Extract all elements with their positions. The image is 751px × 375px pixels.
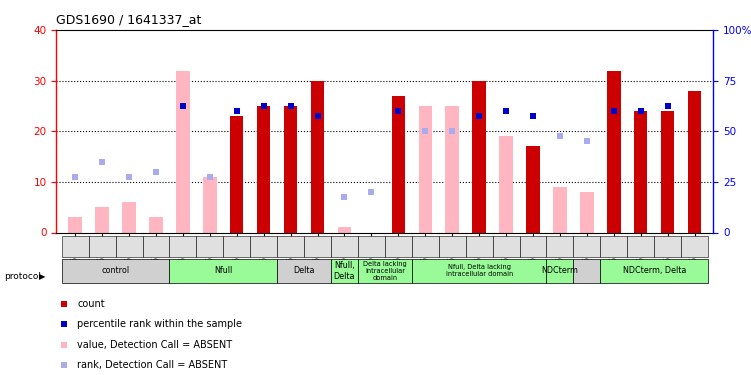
FancyBboxPatch shape	[89, 236, 116, 257]
FancyBboxPatch shape	[600, 236, 627, 257]
FancyBboxPatch shape	[493, 236, 520, 257]
Bar	[526, 147, 540, 232]
Text: control: control	[101, 266, 130, 275]
FancyBboxPatch shape	[574, 236, 600, 257]
Bar	[607, 70, 620, 232]
FancyBboxPatch shape	[439, 236, 466, 257]
FancyBboxPatch shape	[412, 236, 439, 257]
Bar	[499, 136, 513, 232]
FancyBboxPatch shape	[358, 236, 385, 257]
Text: protocol: protocol	[4, 272, 41, 280]
Bar	[580, 192, 593, 232]
FancyBboxPatch shape	[520, 236, 547, 257]
FancyBboxPatch shape	[358, 259, 412, 283]
FancyBboxPatch shape	[196, 236, 223, 257]
FancyBboxPatch shape	[170, 259, 277, 283]
Bar	[445, 106, 459, 232]
FancyBboxPatch shape	[62, 259, 170, 283]
Bar	[688, 91, 701, 232]
Text: ▶: ▶	[39, 272, 46, 280]
Text: count: count	[77, 298, 105, 309]
FancyBboxPatch shape	[62, 236, 89, 257]
Bar	[257, 106, 270, 232]
Text: rank, Detection Call = ABSENT: rank, Detection Call = ABSENT	[77, 360, 228, 370]
Bar	[122, 202, 136, 232]
FancyBboxPatch shape	[547, 259, 574, 283]
Text: Delta lacking
intracellular
domain: Delta lacking intracellular domain	[363, 261, 407, 281]
Text: value, Detection Call = ABSENT: value, Detection Call = ABSENT	[77, 340, 233, 350]
Bar	[149, 217, 163, 232]
FancyBboxPatch shape	[412, 259, 547, 283]
FancyBboxPatch shape	[466, 236, 493, 257]
FancyBboxPatch shape	[277, 259, 331, 283]
Text: Nfull, Delta lacking
intracellular domain: Nfull, Delta lacking intracellular domai…	[445, 264, 513, 278]
Bar	[661, 111, 674, 232]
Text: Nfull: Nfull	[214, 266, 232, 275]
FancyBboxPatch shape	[600, 259, 708, 283]
Bar	[284, 106, 297, 232]
Text: NDCterm, Delta: NDCterm, Delta	[623, 266, 686, 275]
FancyBboxPatch shape	[277, 236, 304, 257]
Bar	[311, 81, 324, 232]
FancyBboxPatch shape	[627, 236, 654, 257]
FancyBboxPatch shape	[304, 236, 331, 257]
Bar	[418, 106, 432, 232]
Bar	[68, 217, 82, 232]
FancyBboxPatch shape	[170, 236, 196, 257]
FancyBboxPatch shape	[681, 236, 708, 257]
Text: NDCterm: NDCterm	[541, 266, 578, 275]
FancyBboxPatch shape	[385, 236, 412, 257]
Bar	[634, 111, 647, 232]
FancyBboxPatch shape	[331, 236, 358, 257]
Bar	[176, 70, 190, 232]
FancyBboxPatch shape	[331, 259, 358, 283]
Text: Nfull,
Delta: Nfull, Delta	[333, 261, 355, 280]
Bar	[95, 207, 109, 232]
FancyBboxPatch shape	[574, 259, 600, 283]
FancyBboxPatch shape	[547, 236, 574, 257]
FancyBboxPatch shape	[654, 236, 681, 257]
Text: GDS1690 / 1641337_at: GDS1690 / 1641337_at	[56, 13, 202, 26]
Bar	[311, 217, 324, 232]
Text: Delta: Delta	[294, 266, 315, 275]
Text: percentile rank within the sample: percentile rank within the sample	[77, 319, 243, 329]
Bar	[230, 116, 243, 232]
Bar	[338, 227, 351, 232]
FancyBboxPatch shape	[143, 236, 170, 257]
Bar	[472, 81, 486, 232]
Bar	[203, 177, 216, 232]
Bar	[391, 96, 405, 232]
FancyBboxPatch shape	[116, 236, 143, 257]
Bar	[688, 182, 701, 232]
Bar	[553, 187, 567, 232]
FancyBboxPatch shape	[250, 236, 277, 257]
FancyBboxPatch shape	[223, 236, 250, 257]
